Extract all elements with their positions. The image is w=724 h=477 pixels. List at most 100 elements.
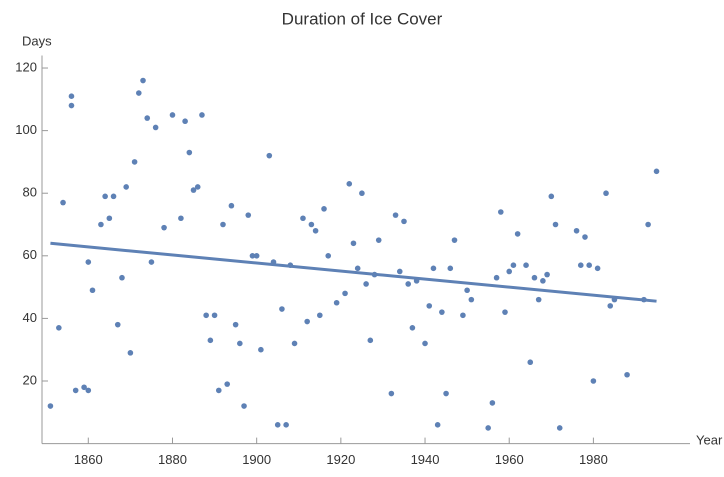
data-point [556, 425, 563, 431]
data-point [333, 299, 340, 306]
data-point [249, 253, 256, 259]
data-point [531, 274, 538, 281]
x-tick-label: 1860 [74, 452, 103, 467]
data-point [325, 253, 332, 259]
data-point [401, 218, 407, 225]
data-point [182, 118, 188, 125]
data-point [136, 90, 142, 96]
data-point [56, 324, 62, 331]
data-point [607, 303, 614, 309]
data-point [586, 262, 592, 268]
data-point [523, 262, 529, 268]
data-point [152, 124, 159, 131]
y-tick-label: 60 [23, 247, 37, 262]
data-point [430, 265, 437, 272]
data-point [304, 318, 310, 325]
data-point [110, 193, 117, 200]
data-point [540, 278, 546, 284]
data-point [266, 152, 273, 159]
data-point [245, 212, 252, 218]
data-point [544, 271, 550, 278]
x-axis-label: Year [696, 432, 723, 447]
chart-title: Duration of Ice Cover [282, 9, 443, 28]
data-point [140, 77, 146, 84]
data-point [241, 403, 247, 409]
data-point [123, 184, 129, 190]
y-tick-label: 120 [15, 59, 37, 74]
data-point [321, 206, 327, 212]
x-tick-label: 1980 [579, 452, 608, 467]
data-point [47, 403, 54, 409]
data-point [388, 390, 395, 397]
x-tick-label: 1880 [158, 452, 187, 467]
data-point [258, 346, 264, 353]
data-point [434, 422, 441, 428]
data-point [422, 340, 428, 347]
data-point [645, 221, 651, 228]
x-tick-label: 1900 [242, 452, 271, 467]
data-point [89, 287, 96, 294]
data-point [577, 262, 584, 268]
data-point [346, 181, 353, 187]
data-point [283, 422, 289, 428]
data-point [489, 400, 496, 406]
data-point [224, 381, 231, 387]
data-point [291, 340, 298, 347]
x-tick-label: 1940 [411, 452, 440, 467]
data-point [514, 231, 521, 237]
data-point [405, 281, 411, 287]
data-point [220, 221, 226, 228]
data-point [215, 387, 222, 394]
data-point [72, 387, 79, 394]
data-point [312, 227, 319, 234]
y-tick-label: 100 [15, 122, 37, 137]
data-point [161, 224, 167, 231]
data-point [186, 149, 193, 156]
x-tick-label: 1920 [326, 452, 355, 467]
data-point [603, 190, 609, 197]
trend-line [50, 241, 657, 303]
data-point [127, 350, 134, 356]
data-point [497, 209, 504, 215]
data-point [228, 202, 235, 209]
data-point [253, 253, 260, 259]
y-tick-label: 40 [23, 310, 37, 325]
data-point [60, 199, 66, 206]
data-point [409, 324, 416, 331]
data-point [237, 340, 243, 347]
data-point [573, 227, 580, 234]
data-point [207, 337, 214, 344]
data-point [464, 287, 470, 294]
data-point [114, 321, 121, 328]
data-point [548, 193, 555, 200]
data-point [502, 309, 508, 315]
data-point [308, 221, 315, 228]
data-point [354, 265, 361, 272]
data-point [451, 237, 458, 243]
y-tick-label: 80 [23, 185, 37, 200]
data-point [317, 312, 323, 319]
data-point [279, 306, 285, 312]
data-point [510, 262, 517, 268]
data-point [119, 274, 125, 281]
data-point [367, 337, 374, 344]
data-point [85, 259, 92, 265]
data-point [594, 265, 601, 272]
data-point [535, 296, 542, 303]
data-point [426, 303, 433, 309]
data-point [359, 190, 365, 197]
data-point [653, 168, 660, 175]
y-tick-label: 20 [23, 372, 37, 387]
data-point [439, 309, 445, 315]
data-point [350, 240, 357, 247]
data-point [342, 290, 348, 297]
data-point [68, 102, 75, 109]
data-point [447, 265, 454, 272]
data-point [363, 281, 369, 287]
data-point [81, 384, 87, 391]
data-point [493, 274, 500, 281]
data-point [396, 268, 403, 275]
data-point [375, 237, 382, 243]
data-point [527, 359, 534, 366]
data-point [624, 371, 630, 378]
